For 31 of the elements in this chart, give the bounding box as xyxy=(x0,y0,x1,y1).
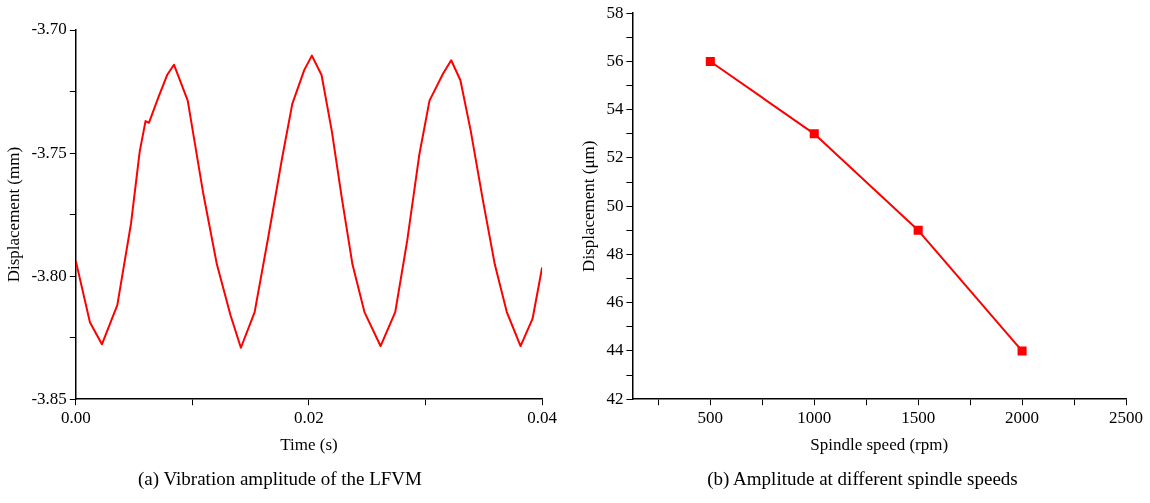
x-tick-label: 1500 xyxy=(901,407,936,427)
x-tick-label: 2000 xyxy=(1005,407,1040,427)
x-tick-label: 2500 xyxy=(1109,407,1143,427)
point xyxy=(809,129,819,139)
y-axis-title: Displacement (mm) xyxy=(3,146,23,283)
y-tick-label: 54 xyxy=(606,99,624,119)
text: (a) Vibration amplitude of the LFVM xyxy=(137,468,423,490)
y-tick-label: -3.70 xyxy=(31,19,67,39)
y-tick-label: -3.85 xyxy=(31,388,67,408)
point xyxy=(1017,346,1027,356)
y-axis-title: Displacement (μm) xyxy=(578,140,598,272)
y-tick-label: 52 xyxy=(606,147,624,167)
y-tick-label: 42 xyxy=(606,388,624,408)
y-tick-label: 46 xyxy=(606,292,624,312)
x-tick-label: 0.00 xyxy=(60,407,91,427)
y-tick-label: -3.80 xyxy=(31,265,67,285)
x-axis-title: Spindle speed (rpm) xyxy=(810,435,949,455)
point xyxy=(705,56,715,66)
y-tick-label: 56 xyxy=(606,50,624,70)
point xyxy=(913,225,923,235)
text: (b) Amplitude at different spindle speeds xyxy=(706,468,1019,490)
y-tick-label: -3.75 xyxy=(31,142,67,162)
y-tick-label: 50 xyxy=(606,195,624,215)
y-tick-label: 48 xyxy=(606,243,624,263)
x-axis-title: Time (s) xyxy=(280,435,338,455)
y-tick-label: 44 xyxy=(606,340,624,360)
y-tick-label: 58 xyxy=(606,2,624,22)
x-tick-label: 1000 xyxy=(797,407,832,427)
x-tick-label: 500 xyxy=(697,407,724,427)
x-tick-label: 0.02 xyxy=(294,407,324,427)
x-tick-label: 0.04 xyxy=(527,407,558,427)
